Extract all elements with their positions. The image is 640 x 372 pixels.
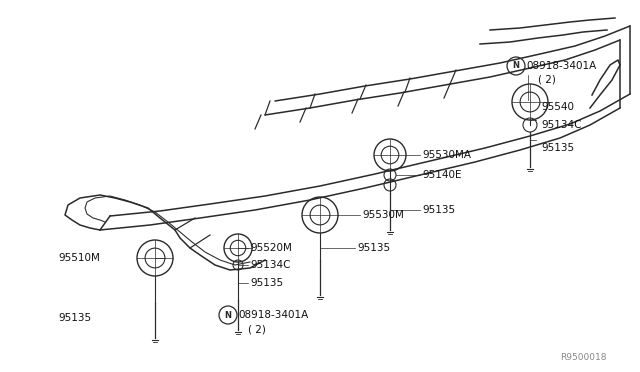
Text: 95540: 95540 [541, 102, 574, 112]
Text: 95135: 95135 [58, 313, 91, 323]
Text: 95135: 95135 [357, 243, 390, 253]
Text: ( 2): ( 2) [248, 325, 266, 335]
Text: 95134C: 95134C [250, 260, 291, 270]
Text: 95510M: 95510M [58, 253, 100, 263]
Text: ( 2): ( 2) [538, 75, 556, 85]
Text: 08918-3401A: 08918-3401A [526, 61, 596, 71]
Text: 95520M: 95520M [250, 243, 292, 253]
Text: R9500018: R9500018 [560, 353, 607, 362]
Text: 95530M: 95530M [362, 210, 404, 220]
Text: 95134C: 95134C [541, 120, 582, 130]
Text: N: N [225, 311, 232, 320]
Text: 95135: 95135 [422, 205, 455, 215]
Text: 95530MA: 95530MA [422, 150, 471, 160]
Text: 08918-3401A: 08918-3401A [238, 310, 308, 320]
Text: 95140E: 95140E [422, 170, 461, 180]
Text: N: N [513, 61, 520, 71]
Text: 95135: 95135 [250, 278, 283, 288]
Text: 95135: 95135 [541, 143, 574, 153]
